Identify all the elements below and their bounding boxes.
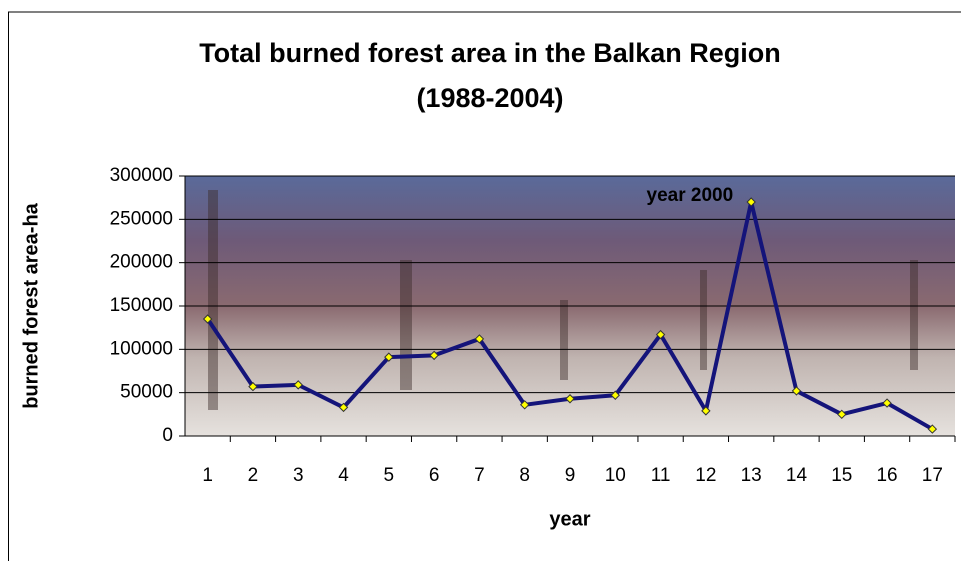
x-tick-label: 15 xyxy=(831,465,852,486)
chart-title: Total burned forest area in the Balkan R… xyxy=(199,38,781,68)
y-tick-label: 300000 xyxy=(110,165,173,186)
x-tick-label: 1 xyxy=(202,465,213,486)
x-tick-label: 6 xyxy=(429,465,440,486)
x-tick-label: 7 xyxy=(474,465,485,486)
y-tick-label: 0 xyxy=(162,425,173,446)
x-tick-label: 5 xyxy=(384,465,395,486)
chart-title: (1988-2004) xyxy=(416,83,563,113)
chart: Total burned forest area in the Balkan R… xyxy=(0,0,961,561)
x-tick-label: 12 xyxy=(695,465,716,486)
annotation: year 2000 xyxy=(647,185,734,206)
x-tick-label: 8 xyxy=(519,465,530,486)
y-tick-label: 100000 xyxy=(110,338,173,359)
x-tick-label: 9 xyxy=(565,465,576,486)
y-tick-label: 200000 xyxy=(110,252,173,273)
y-tick-label: 50000 xyxy=(120,382,173,403)
x-tick-label: 14 xyxy=(786,465,808,486)
x-tick-label: 4 xyxy=(338,465,349,486)
x-tick-label: 10 xyxy=(605,465,626,486)
x-tick-label: 13 xyxy=(741,465,762,486)
x-tick-label: 3 xyxy=(293,465,304,486)
x-axis-title: year xyxy=(549,508,590,530)
y-tick-label: 150000 xyxy=(110,295,173,316)
x-tick-label: 16 xyxy=(876,465,897,486)
y-tick-label: 250000 xyxy=(110,208,173,229)
x-tick-label: 11 xyxy=(651,465,671,486)
x-tick-label: 2 xyxy=(248,465,259,486)
y-axis-title: burned forest area-ha xyxy=(20,202,42,408)
x-tick-label: 17 xyxy=(922,465,943,486)
